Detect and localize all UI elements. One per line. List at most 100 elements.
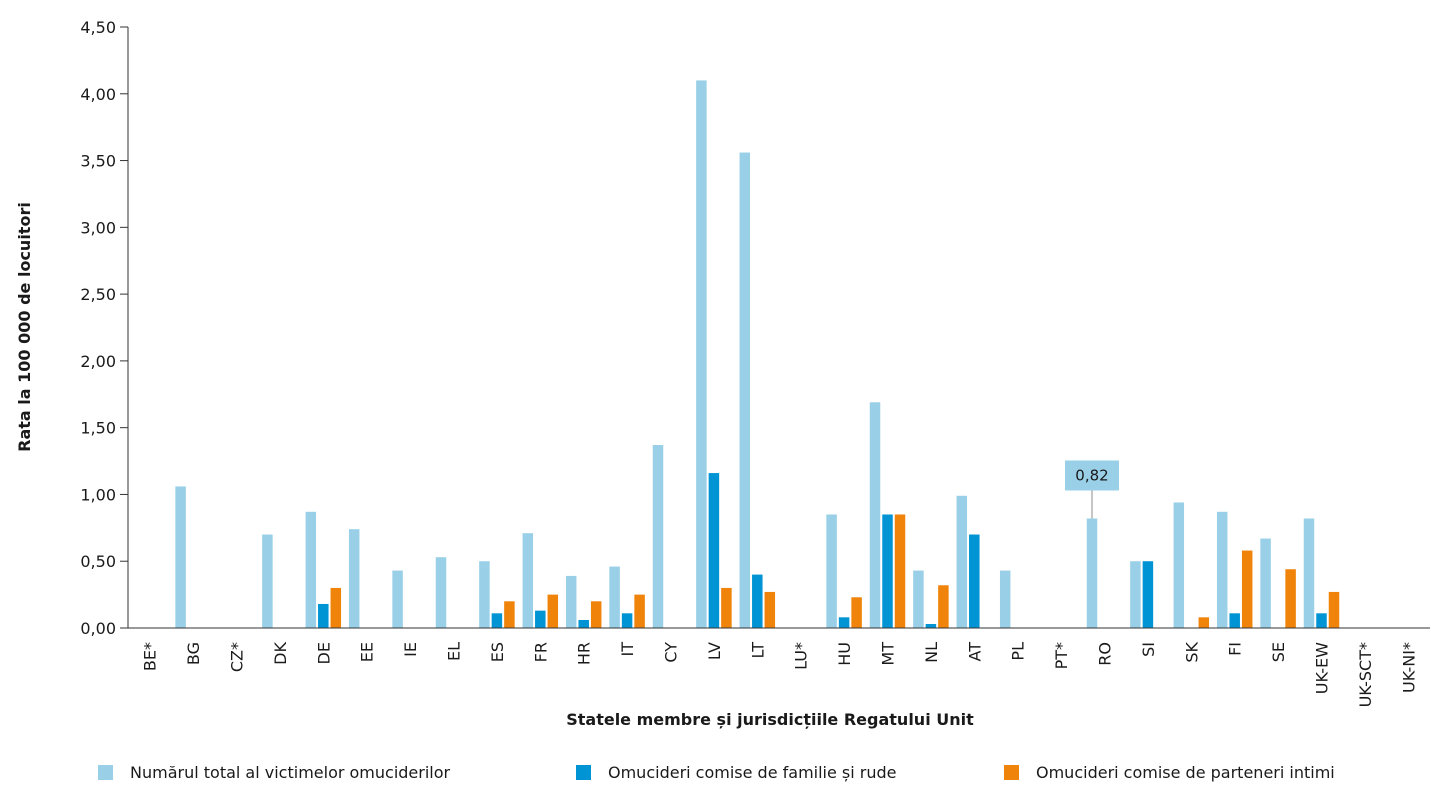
y-tick-label: 0,50 — [80, 552, 116, 571]
bar-pl-series-1 — [999, 570, 1011, 628]
x-tick-label: ES — [488, 642, 507, 662]
bar-de-series-2 — [318, 603, 329, 628]
bar-it-series-1 — [609, 566, 620, 628]
bar-lt-series-3 — [764, 591, 776, 628]
bar-lv-series-2 — [708, 473, 720, 628]
bar-de-series-3 — [330, 587, 342, 628]
x-tick-label: NL — [922, 642, 941, 663]
bar-ee-series-1 — [348, 529, 360, 628]
bar-se-series-3 — [1285, 569, 1296, 628]
bar-cy-series-1 — [652, 445, 664, 628]
legend-label: Omucideri comise de parteneri intimi — [1036, 763, 1335, 782]
bar-ie-series-1 — [392, 570, 403, 628]
bar-hu-series-2 — [838, 617, 850, 628]
legend: Numărul total al victimelor omuciderilor… — [98, 763, 1335, 782]
bar-fr-series-2 — [535, 610, 546, 628]
bar-hu-series-3 — [851, 597, 862, 628]
y-tick-label: 1,50 — [80, 419, 116, 438]
x-tick-label: DK — [271, 641, 290, 664]
x-tick-label: SI — [1139, 642, 1158, 657]
x-tick-label: IE — [401, 642, 420, 657]
y-axis-title: Rata la 100 000 de locuitori — [15, 202, 34, 452]
x-tick-label: FI — [1226, 642, 1245, 656]
bar-lv-series-1 — [696, 80, 707, 628]
x-axis-title: Statele membre și jurisdicțiile Regatulu… — [566, 710, 974, 729]
bar-fi-series-3 — [1241, 550, 1253, 628]
callout-label: 0,82 — [1075, 466, 1108, 484]
y-tick-label: 0,00 — [80, 619, 116, 638]
x-tick-label: UK-NI* — [1399, 642, 1418, 693]
x-tick-label: AT — [965, 642, 984, 662]
y-tick-label: 4,00 — [80, 85, 116, 104]
bar-fr-series-1 — [522, 533, 534, 628]
bar-hu-series-1 — [826, 514, 837, 628]
legend-label: Numărul total al victimelor omuciderilor — [130, 763, 451, 782]
x-tick-label: HU — [835, 642, 854, 666]
bar-ukew-series-2 — [1316, 613, 1327, 628]
x-tick-label: EL — [445, 642, 464, 661]
x-tick-label: BE* — [141, 642, 160, 671]
bar-at-series-1 — [956, 495, 968, 628]
bar-mt-series-1 — [869, 402, 881, 628]
bar-hr-series-1 — [565, 575, 577, 628]
bar-se-series-1 — [1260, 538, 1271, 628]
y-tick-label: 2,00 — [80, 352, 116, 371]
bar-ro-series-1 — [1086, 518, 1098, 628]
bar-it-series-3 — [634, 594, 645, 628]
bar-de-series-1 — [305, 511, 317, 628]
bar-lt-series-2 — [752, 574, 763, 628]
bar-nl-series-3 — [938, 585, 949, 628]
bar-sk-series-3 — [1198, 617, 1210, 628]
y-tick-label: 2,50 — [80, 285, 116, 304]
x-tick-label: CZ* — [228, 642, 247, 672]
x-tick-label: CY — [662, 642, 681, 663]
bar-si-series-1 — [1130, 561, 1141, 628]
x-tick-label: HR — [575, 642, 594, 665]
x-tick-label: RO — [1096, 642, 1115, 666]
x-tick-label: SE — [1269, 642, 1288, 662]
bar-lt-series-1 — [739, 152, 751, 628]
bar-mt-series-3 — [894, 514, 906, 628]
bar-lv-series-3 — [721, 587, 732, 628]
legend-swatch — [576, 765, 591, 780]
x-tick-label: PL — [1009, 642, 1028, 661]
bars — [175, 80, 1340, 628]
x-tick-label: DE — [314, 642, 333, 664]
callouts: 0,82 — [1065, 460, 1119, 519]
y-tick-label: 1,00 — [80, 485, 116, 504]
bar-bg-series-1 — [175, 486, 186, 628]
bar-mt-series-2 — [882, 514, 893, 628]
y-axis: 0,00 0,50 1,00 1,50 2,00 2,50 3,00 3,50 4,00 4,50 — [80, 18, 129, 638]
bar-hr-series-3 — [590, 601, 602, 628]
x-tick-label: LU* — [792, 642, 811, 670]
bar-es-series-1 — [479, 561, 490, 628]
bar-fi-series-1 — [1216, 511, 1228, 628]
bar-es-series-3 — [504, 601, 515, 628]
bar-sk-series-1 — [1173, 502, 1185, 628]
y-tick-label: 3,50 — [80, 152, 116, 171]
bar-si-series-2 — [1142, 561, 1154, 628]
x-tick-label: UK-EW — [1313, 642, 1332, 694]
callout-box — [1065, 460, 1119, 491]
legend-swatch — [98, 765, 113, 780]
x-tick-label: SK — [1182, 642, 1201, 663]
x-tick-label: PT* — [1052, 642, 1071, 669]
bar-nl-series-2 — [925, 623, 937, 628]
bar-nl-series-1 — [913, 570, 924, 628]
x-tick-label: LT — [748, 642, 767, 659]
x-tick-label: EE — [358, 642, 377, 662]
bar-at-series-2 — [969, 534, 980, 628]
legend-swatch — [1004, 765, 1019, 780]
x-tick-label: BG — [184, 642, 203, 665]
bar-it-series-2 — [621, 613, 633, 628]
bar-fr-series-3 — [547, 594, 559, 628]
x-tick-label: LV — [705, 642, 724, 660]
x-tick-label: MT — [879, 642, 898, 666]
bar-es-series-2 — [491, 613, 503, 628]
y-tick-label: 4,50 — [80, 18, 116, 37]
bar-ukew-series-3 — [1328, 591, 1340, 628]
x-tick-label: IT — [618, 642, 637, 657]
y-tick-label: 3,00 — [80, 218, 116, 237]
x-axis: BE* BG CZ* DK DE EE IE EL ES FR HR IT CY LV LT LU* HU MT N… — [128, 627, 1430, 707]
